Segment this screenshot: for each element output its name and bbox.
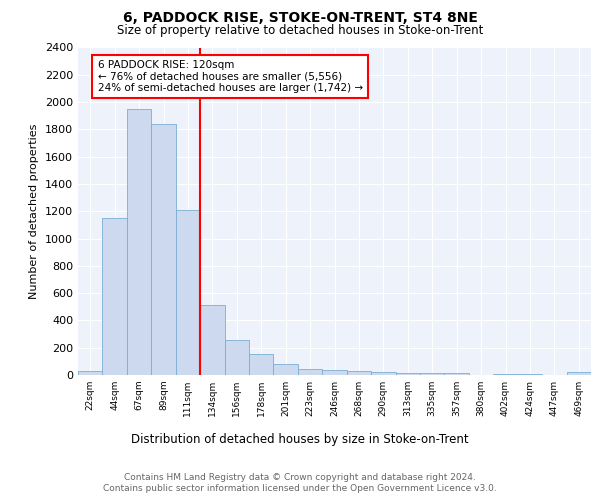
Bar — [103, 218, 127, 375]
Bar — [127, 109, 151, 375]
Bar — [445, 373, 469, 375]
Bar — [566, 372, 591, 375]
Bar — [224, 340, 249, 375]
Y-axis label: Number of detached properties: Number of detached properties — [29, 124, 40, 299]
Bar — [518, 374, 542, 375]
Bar — [176, 210, 200, 375]
Bar — [322, 370, 347, 375]
Bar — [78, 371, 103, 375]
Bar — [493, 374, 518, 375]
Bar — [274, 364, 298, 375]
Bar — [420, 373, 445, 375]
Text: Size of property relative to detached houses in Stoke-on-Trent: Size of property relative to detached ho… — [117, 24, 483, 37]
Text: 6 PADDOCK RISE: 120sqm
← 76% of detached houses are smaller (5,556)
24% of semi-: 6 PADDOCK RISE: 120sqm ← 76% of detached… — [98, 60, 362, 93]
Bar — [395, 373, 420, 375]
Text: Contains HM Land Registry data © Crown copyright and database right 2024.: Contains HM Land Registry data © Crown c… — [124, 472, 476, 482]
Bar — [151, 124, 176, 375]
Text: Contains public sector information licensed under the Open Government Licence v3: Contains public sector information licen… — [103, 484, 497, 493]
Bar — [249, 354, 274, 375]
Bar — [347, 371, 371, 375]
Text: 6, PADDOCK RISE, STOKE-ON-TRENT, ST4 8NE: 6, PADDOCK RISE, STOKE-ON-TRENT, ST4 8NE — [122, 11, 478, 25]
Bar — [298, 369, 322, 375]
Bar — [371, 372, 395, 375]
Bar — [200, 306, 224, 375]
Text: Distribution of detached houses by size in Stoke-on-Trent: Distribution of detached houses by size … — [131, 432, 469, 446]
